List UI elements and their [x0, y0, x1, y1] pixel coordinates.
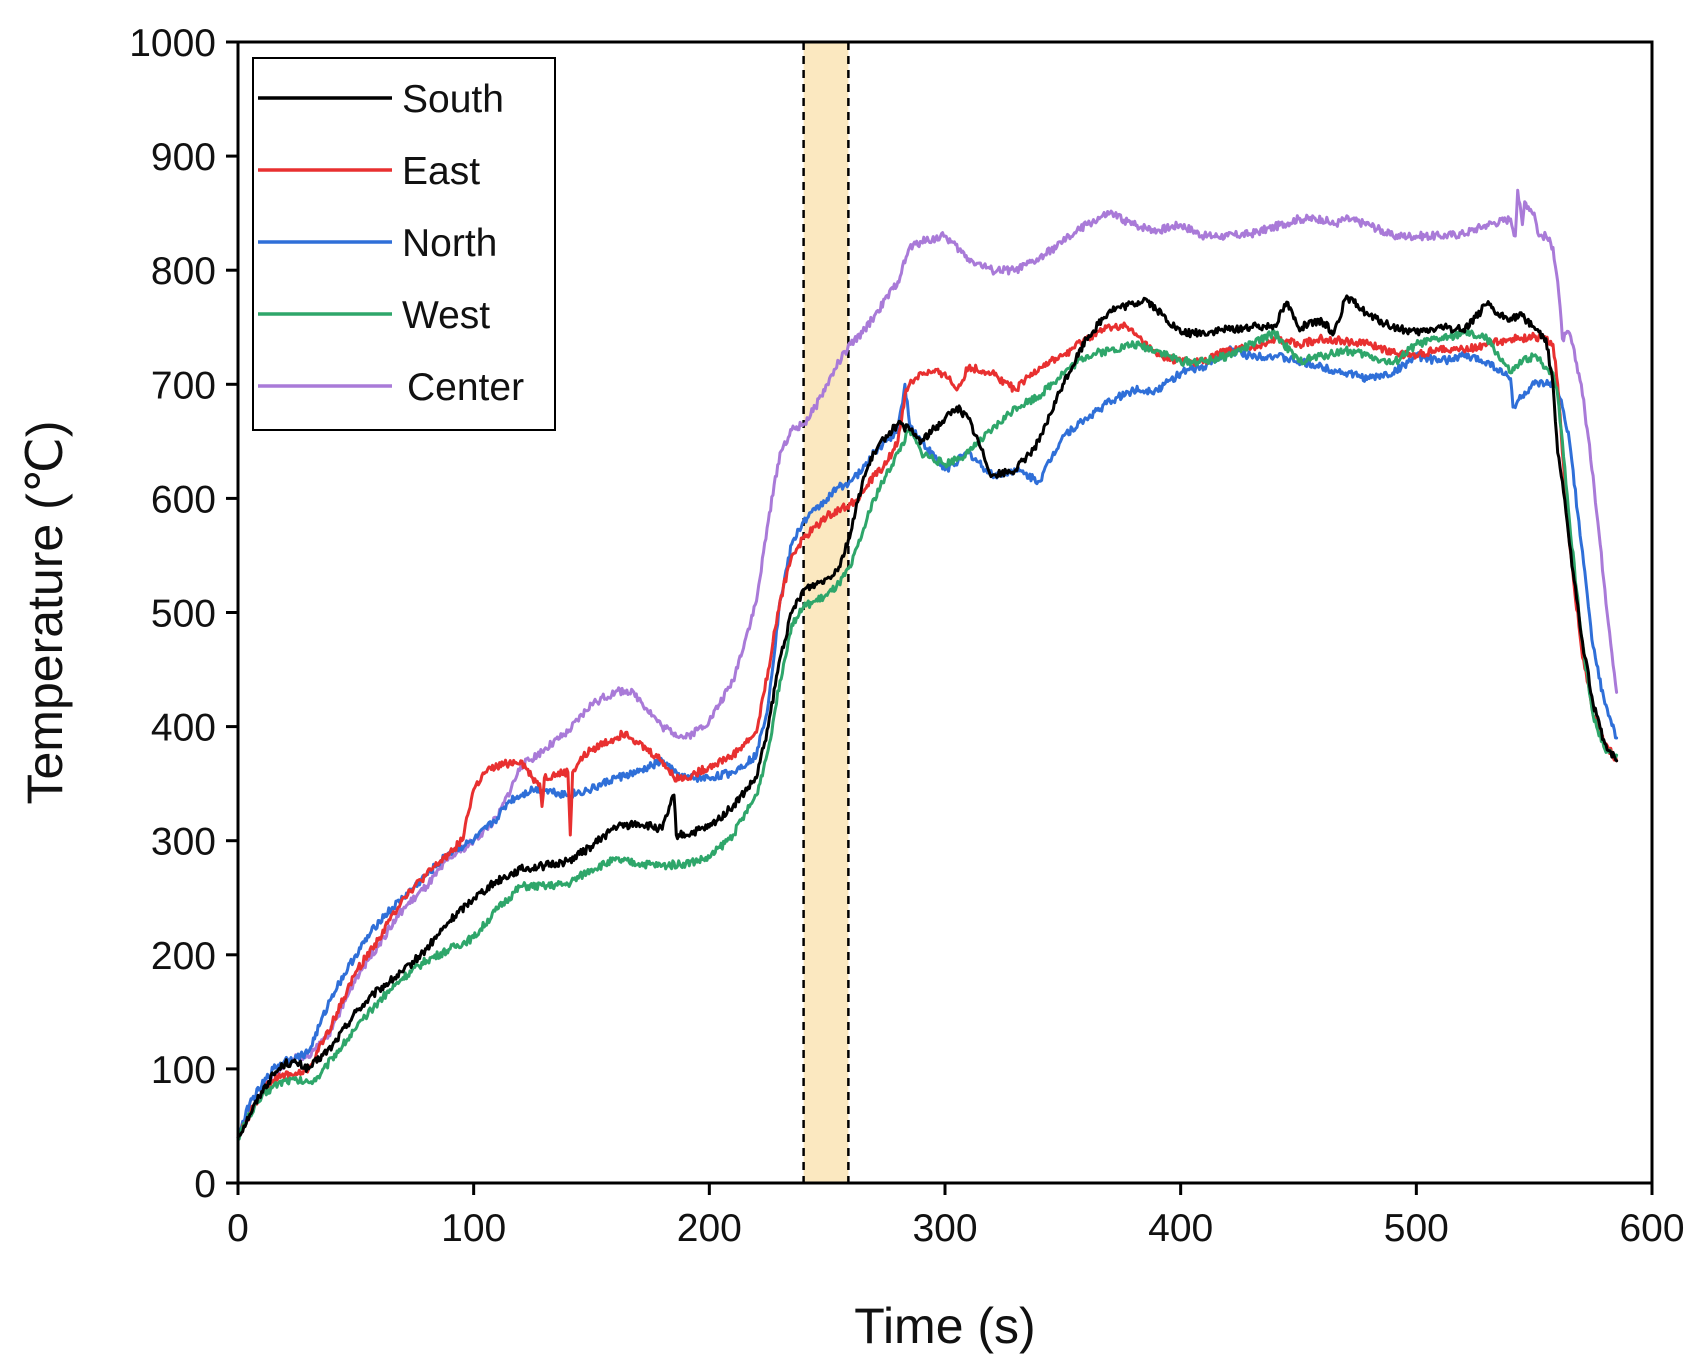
series-line-center [236, 188, 1619, 1139]
legend-label-north: North [402, 222, 497, 265]
plot-frame [236, 40, 1654, 1185]
series-line-west [236, 328, 1619, 1141]
x-tick-label: 400 [1148, 1207, 1213, 1250]
shaded-band-layer [802, 42, 850, 1183]
x-tick-label: 100 [441, 1207, 506, 1250]
legend-label-east: East [402, 150, 480, 193]
x-tick-label: 600 [1619, 1207, 1684, 1250]
legend-items: South East North West Center [258, 78, 524, 409]
series-line-east [236, 321, 1619, 1139]
y-tick-label: 800 [151, 250, 216, 293]
y-tick-label: 200 [151, 935, 216, 978]
y-tick-label: 900 [151, 136, 216, 179]
series-lines [236, 188, 1619, 1141]
y-tick-label: 700 [151, 364, 216, 407]
shaded-band [803, 42, 849, 1183]
y-tick-label: 400 [151, 707, 216, 750]
y-tick-label: 0 [194, 1163, 216, 1206]
tick-labels: 0 100 200 300 400 500 600 0 100 200 300 400 500 600 70… [129, 22, 1684, 1250]
y-tick-label: 600 [151, 478, 216, 521]
x-tick-label: 0 [227, 1207, 249, 1250]
y-tick-label: 300 [151, 821, 216, 864]
legend-label-center: Center [407, 366, 524, 409]
axis-ticks [226, 40, 1654, 1195]
legend-box [252, 57, 556, 431]
series-line-south [236, 294, 1619, 1139]
x-tick-label: 500 [1384, 1207, 1449, 1250]
x-tick-label: 300 [912, 1207, 977, 1250]
legend-label-west: West [402, 294, 490, 337]
y-tick-label: 100 [151, 1049, 216, 1092]
y-tick-label: 500 [151, 593, 216, 636]
x-axis-title: Time (s) [854, 1298, 1035, 1354]
y-axis-title: Temperature (℃) [17, 420, 73, 804]
y-tick-label: 1000 [129, 22, 216, 65]
x-tick-label: 200 [677, 1207, 742, 1250]
legend-label-south: South [402, 78, 504, 121]
legend: South East North West Center [252, 57, 556, 431]
series-line-north [236, 345, 1619, 1139]
